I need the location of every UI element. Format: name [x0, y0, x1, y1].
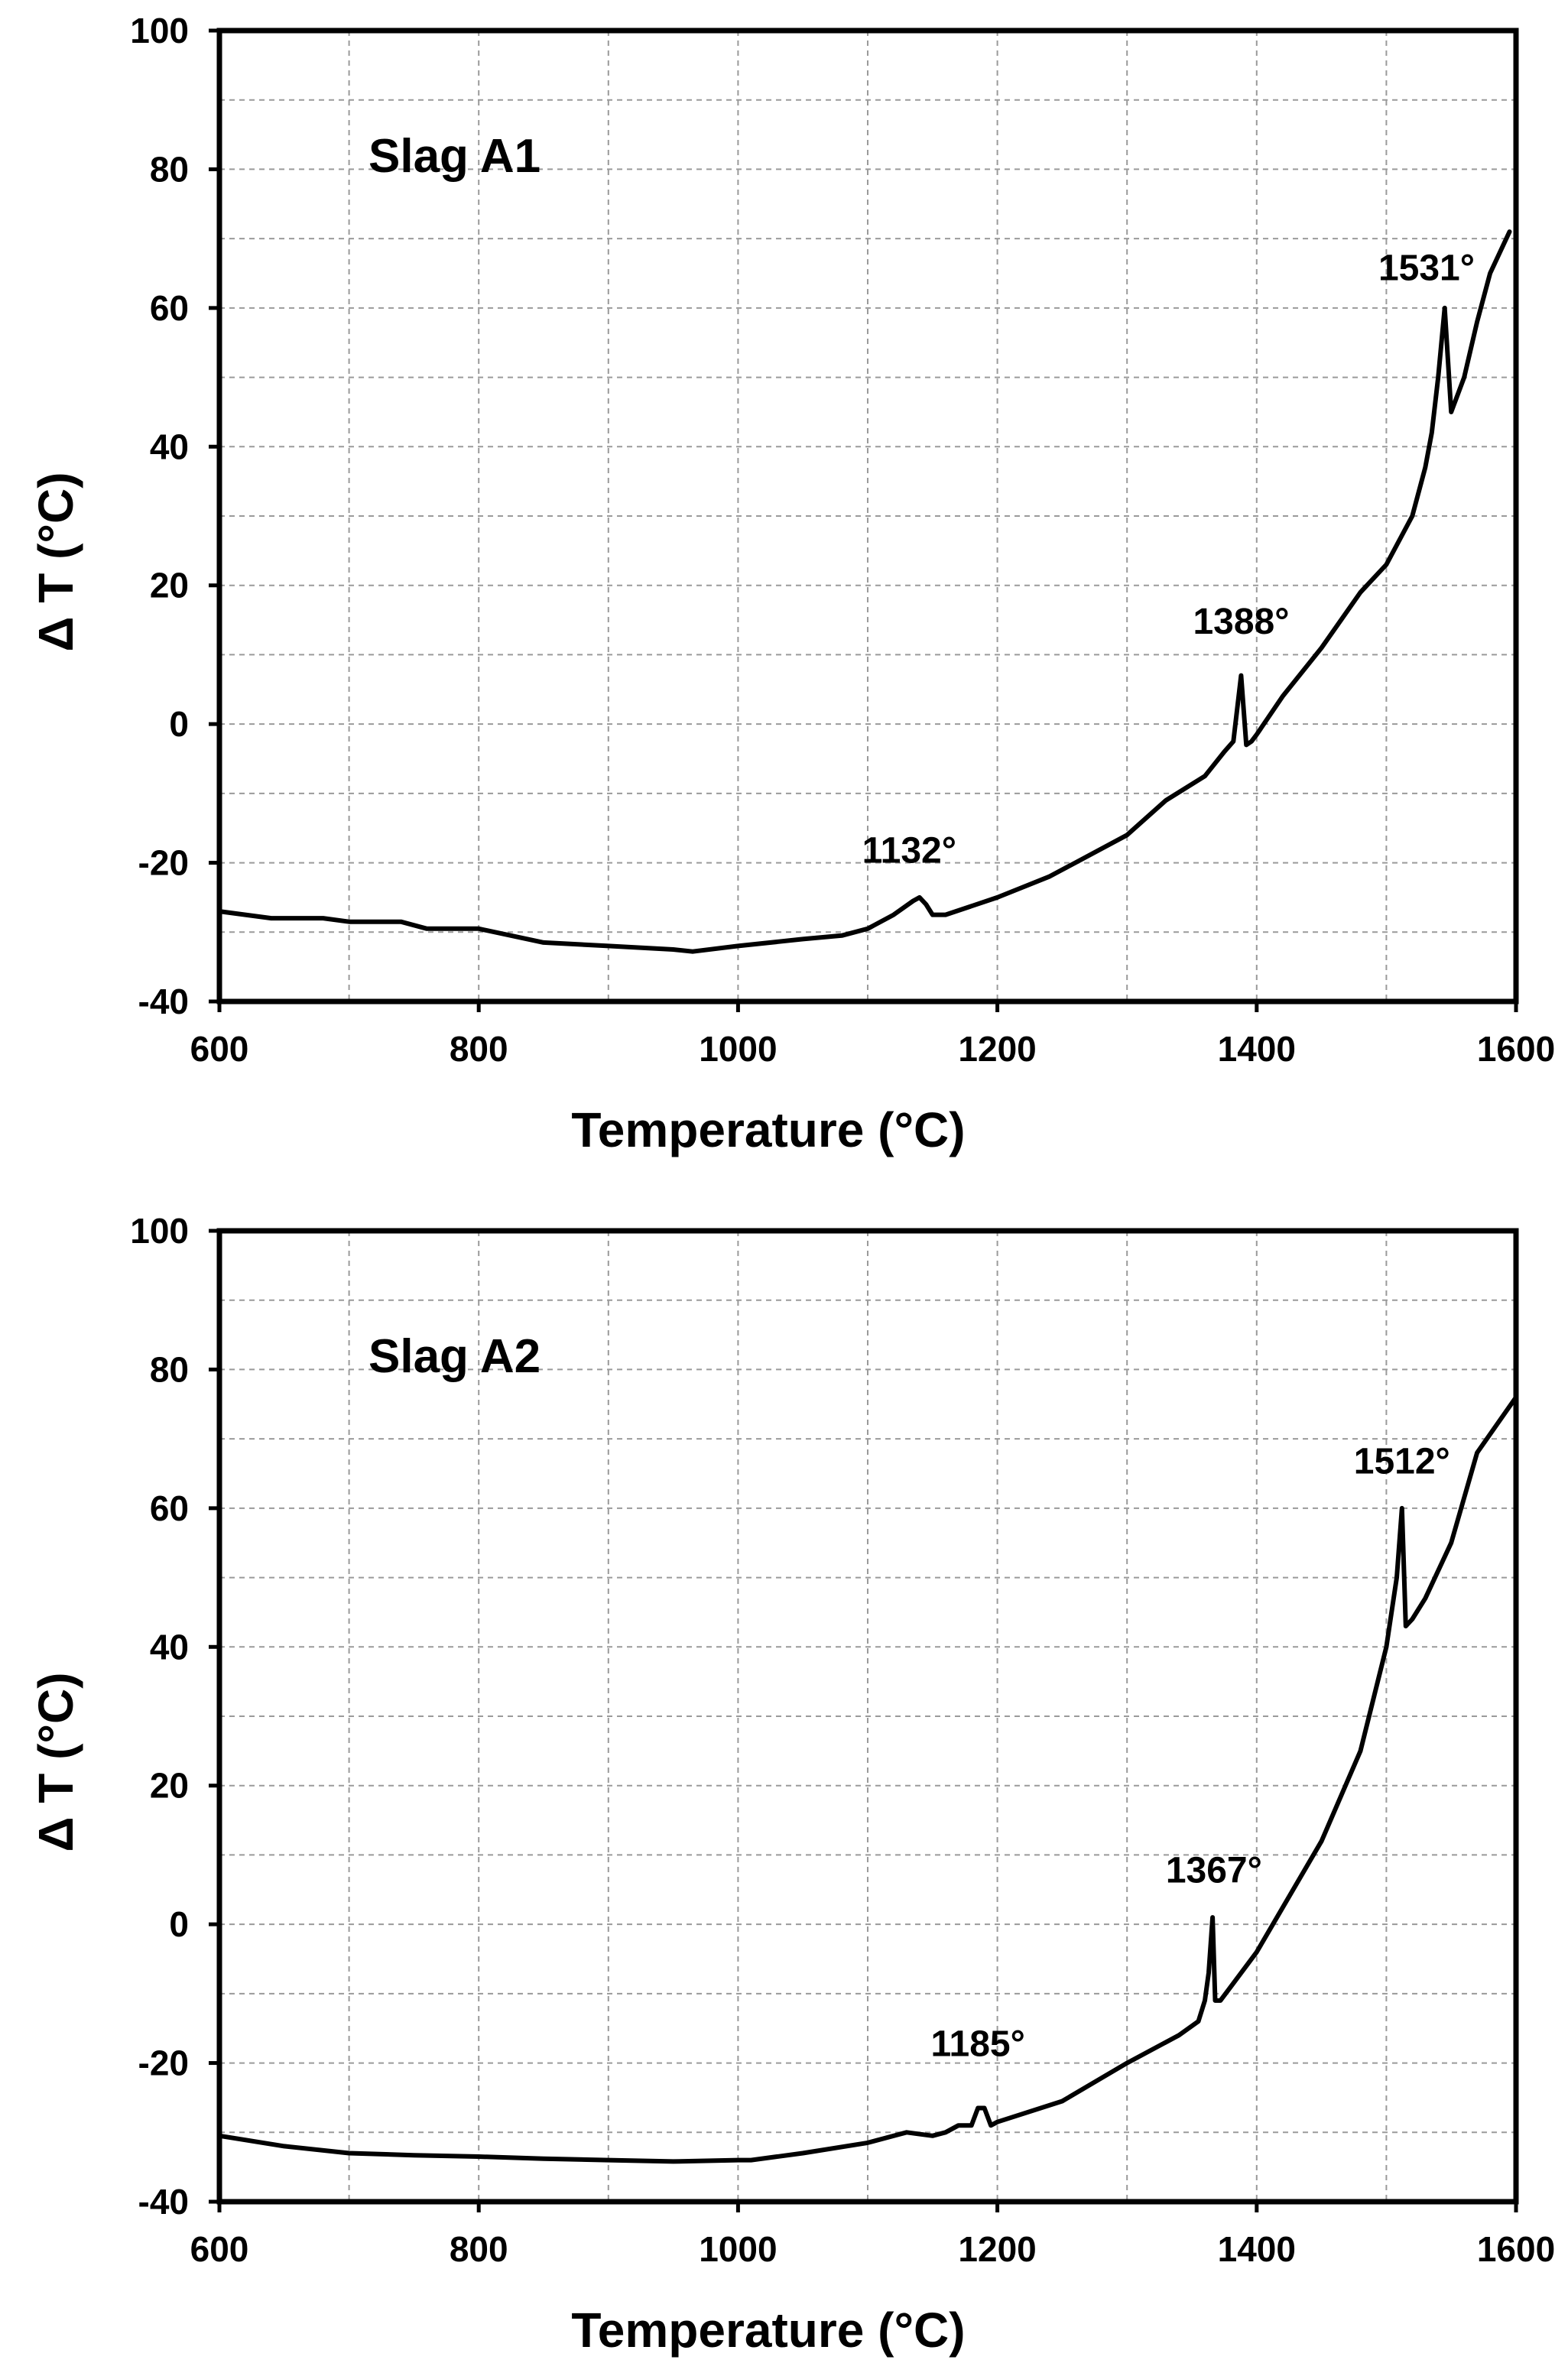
- plot-frame: [216, 28, 1519, 1005]
- y-tick-label: -20: [138, 2043, 189, 2083]
- y-tick-label: 60: [150, 1488, 189, 1528]
- y-tick-label: 40: [150, 427, 189, 466]
- y-axis-label: Δ T (°C): [28, 472, 83, 651]
- peak-annotation: 1367°: [1166, 1851, 1262, 1891]
- x-tick-label: 1600: [1477, 2229, 1555, 2269]
- y-tick-label: 60: [150, 288, 189, 328]
- peak-annotation: 1132°: [862, 831, 956, 872]
- x-tick-label: 1400: [1218, 1029, 1296, 1069]
- grid: [219, 1231, 1516, 2202]
- peak-annotation: 1388°: [1193, 602, 1289, 642]
- x-tick-label: 800: [450, 2229, 508, 2269]
- x-tick-labels: 600 800 1000 1200 1400 1600: [190, 1029, 1556, 1069]
- chart-title: Slag A1: [368, 130, 541, 183]
- y-tick-label: -40: [138, 2182, 189, 2222]
- y-tick-label: 0: [169, 1904, 189, 1944]
- x-tick-label: 1000: [699, 2229, 777, 2269]
- x-tick-label: 800: [450, 1029, 508, 1069]
- x-tick-label: 1200: [958, 2229, 1036, 2269]
- annotations: 1132° 1388° 1531°: [862, 248, 1475, 872]
- annotations: 1185° 1367° 1512°: [930, 1442, 1450, 2065]
- y-tick-label: 100: [130, 11, 189, 50]
- axis-ticks: [209, 28, 1518, 1012]
- x-tick-label: 1600: [1477, 1029, 1555, 1069]
- x-tick-label: 1000: [699, 1029, 777, 1069]
- y-tick-labels: -40 -20 0 20 40 60 80 100: [130, 1211, 189, 2222]
- grid: [219, 31, 1516, 1001]
- x-axis-label: Temperature (°C): [571, 2303, 965, 2358]
- x-tick-label: 600: [190, 2229, 249, 2269]
- y-tick-labels: -40 -20 0 20 40 60 80 100: [130, 11, 189, 1021]
- y-tick-label: 40: [150, 1627, 189, 1667]
- y-tick-label: 80: [150, 1349, 189, 1389]
- y-tick-label: 0: [169, 704, 189, 744]
- y-tick-label: 20: [150, 566, 189, 605]
- x-tick-label: 600: [190, 1029, 249, 1069]
- y-axis-label: Δ T (°C): [28, 1672, 83, 1852]
- series-line: [217, 1394, 1518, 2164]
- x-tick-label: 1400: [1218, 2229, 1296, 2269]
- y-tick-label: 20: [150, 1766, 189, 1806]
- axis-ticks: [209, 1229, 1518, 2212]
- peak-annotation: 1185°: [930, 2024, 1024, 2065]
- chart-title: Slag A2: [368, 1330, 541, 1383]
- chart-slag-a1: 600 800 1000 1200 1400 1600 -40 -20 0 20 40 60 80 10…: [28, 11, 1555, 1157]
- peak-annotation: 1512°: [1354, 1442, 1450, 1482]
- plot-frame: [216, 1228, 1519, 2205]
- y-tick-label: 80: [150, 149, 189, 189]
- peak-annotation: 1531°: [1378, 248, 1475, 289]
- series-line: [217, 229, 1512, 954]
- y-tick-label: -40: [138, 982, 189, 1021]
- y-tick-label: -20: [138, 843, 189, 883]
- x-tick-label: 1200: [958, 1029, 1036, 1069]
- x-tick-labels: 600 800 1000 1200 1400 1600: [190, 2229, 1556, 2269]
- x-axis-label: Temperature (°C): [571, 1102, 965, 1157]
- chart-slag-a2: 600 800 1000 1200 1400 1600 -40 -20 0 20 40 60 80 10…: [28, 1211, 1555, 2358]
- y-tick-label: 100: [130, 1211, 189, 1251]
